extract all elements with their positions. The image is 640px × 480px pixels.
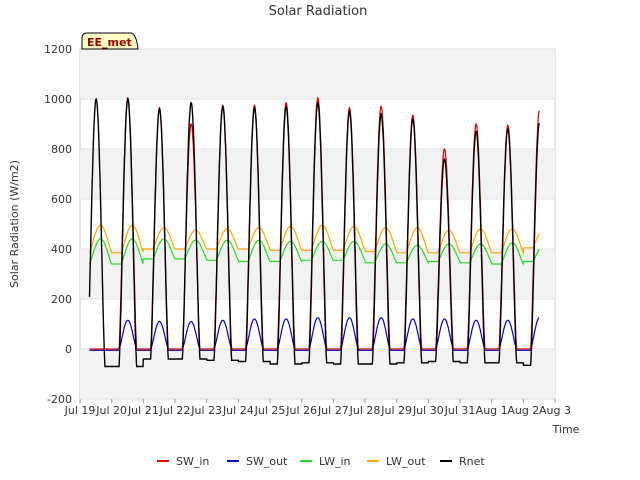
legend-label: SW_in [176, 455, 209, 468]
x-tick-label: Aug 2 [507, 404, 539, 417]
grid-band [80, 49, 555, 99]
x-tick-label: Jul 22 [159, 404, 191, 417]
series-line-sw-out [89, 317, 540, 351]
legend: SW_in SW_out LW_in LW_out Rnet [157, 455, 485, 468]
station-label: EE_met [87, 36, 132, 49]
legend-label: LW_in [319, 455, 351, 468]
y-tick-label: 1200 [44, 43, 72, 56]
x-tick-label: Jul 24 [222, 404, 254, 417]
series-line-rnet [88, 97, 540, 368]
y-tick-label: 200 [51, 293, 72, 306]
y-tick-label: 0 [65, 343, 72, 356]
x-tick-label: Aug 3 [539, 404, 571, 417]
x-tick-label: Jul 27 [317, 404, 349, 417]
x-tick-label: Jul 31 [444, 404, 476, 417]
grid-band [80, 149, 555, 199]
x-axis: Jul 19 Jul 20 Jul 21 Jul 22 Jul 23 Jul 24 Jul … [64, 399, 571, 417]
y-tick-label: 400 [51, 243, 72, 256]
y-tick-label: 600 [51, 193, 72, 206]
legend-label: Rnet [459, 455, 485, 468]
y-tick-label: 800 [51, 143, 72, 156]
grid-band [80, 249, 555, 299]
x-tick-label: Jul 28 [349, 404, 381, 417]
legend-label: SW_out [246, 455, 288, 468]
y-tick-label: 1000 [44, 93, 72, 106]
y-axis-label: Solar Radiation (W/m2) [8, 160, 21, 288]
x-tick-label: Jul 19 [64, 404, 96, 417]
x-tick-label: Aug 1 [476, 404, 508, 417]
series-lines [88, 96, 540, 368]
station-tag: EE_met [81, 32, 139, 50]
grid-band [80, 349, 555, 399]
x-tick-label: Jul 20 [95, 404, 127, 417]
chart-title: Solar Radiation [269, 4, 368, 19]
x-tick-label: Jul 25 [254, 404, 286, 417]
legend-label: LW_out [386, 455, 426, 468]
x-tick-label: Jul 26 [285, 404, 317, 417]
x-tick-label: Jul 30 [412, 404, 444, 417]
x-tick-label: Jul 23 [190, 404, 222, 417]
x-tick-label: Jul 29 [380, 404, 412, 417]
y-axis: -200 0 200 400 600 800 1000 1200 [44, 43, 72, 406]
x-tick-label: Jul 21 [127, 404, 159, 417]
x-axis-label: Time [552, 423, 580, 436]
y-tick-label: -200 [47, 393, 72, 406]
